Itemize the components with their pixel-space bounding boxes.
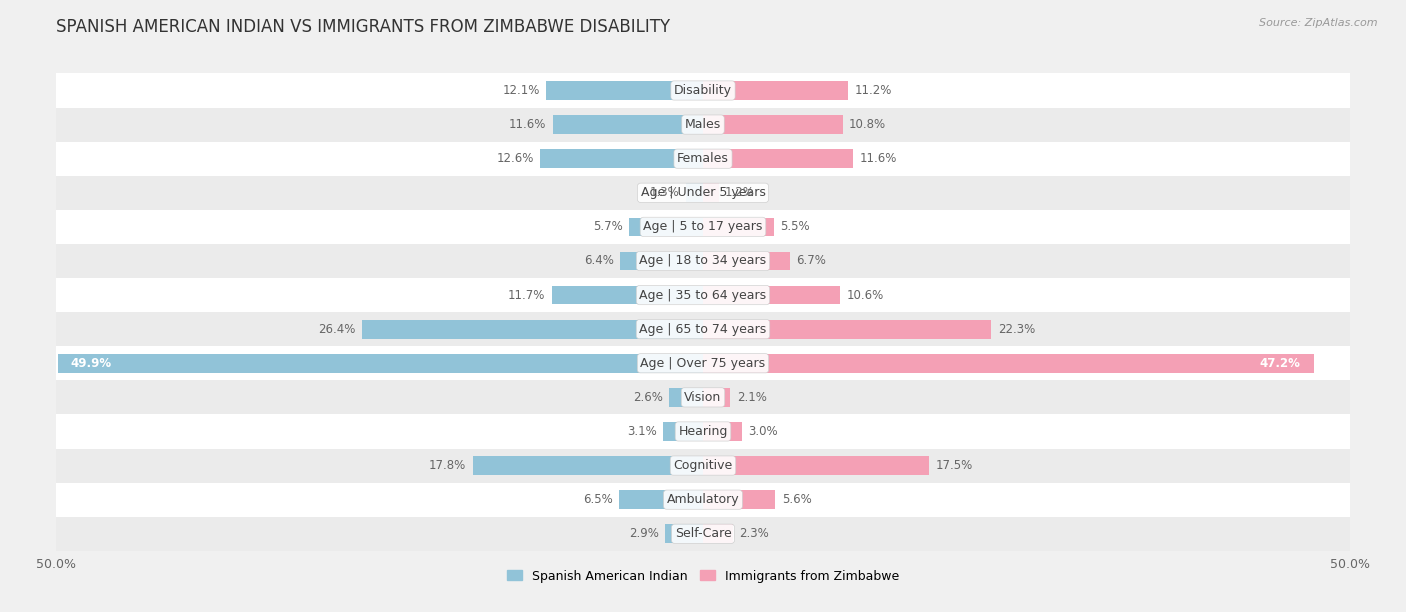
Text: Age | Over 75 years: Age | Over 75 years [641,357,765,370]
Text: 2.3%: 2.3% [740,528,769,540]
Text: Females: Females [678,152,728,165]
Text: 10.8%: 10.8% [849,118,886,131]
FancyBboxPatch shape [56,141,1350,176]
Text: 17.8%: 17.8% [429,459,467,472]
Text: 6.4%: 6.4% [583,255,614,267]
Text: 2.9%: 2.9% [628,528,659,540]
FancyBboxPatch shape [56,483,1350,517]
Bar [686,184,703,202]
Text: 6.7%: 6.7% [796,255,825,267]
Bar [703,456,929,475]
Text: Age | 5 to 17 years: Age | 5 to 17 years [644,220,762,233]
FancyBboxPatch shape [56,380,1350,414]
Bar [703,149,853,168]
Text: 3.1%: 3.1% [627,425,657,438]
Text: 2.6%: 2.6% [633,391,662,404]
Bar [620,252,703,271]
Bar [703,354,1313,373]
FancyBboxPatch shape [56,73,1350,108]
Text: Cognitive: Cognitive [673,459,733,472]
Text: 5.7%: 5.7% [593,220,623,233]
Text: 11.7%: 11.7% [508,289,546,302]
Text: Self-Care: Self-Care [675,528,731,540]
Text: 17.5%: 17.5% [936,459,973,472]
Text: 22.3%: 22.3% [998,323,1035,335]
Bar [58,354,703,373]
Text: 11.6%: 11.6% [509,118,547,131]
Legend: Spanish American Indian, Immigrants from Zimbabwe: Spanish American Indian, Immigrants from… [502,564,904,588]
Bar [630,217,703,236]
FancyBboxPatch shape [56,517,1350,551]
Text: Disability: Disability [673,84,733,97]
FancyBboxPatch shape [56,449,1350,483]
Text: Ambulatory: Ambulatory [666,493,740,506]
Text: 1.2%: 1.2% [725,186,755,200]
Text: 49.9%: 49.9% [70,357,111,370]
Text: Age | Under 5 years: Age | Under 5 years [641,186,765,200]
Bar [669,388,703,407]
Bar [703,524,733,543]
Bar [703,115,842,134]
Bar [703,184,718,202]
Text: Hearing: Hearing [678,425,728,438]
Text: 12.1%: 12.1% [502,84,540,97]
FancyBboxPatch shape [56,108,1350,141]
FancyBboxPatch shape [56,312,1350,346]
Text: 3.0%: 3.0% [748,425,778,438]
Text: Source: ZipAtlas.com: Source: ZipAtlas.com [1260,18,1378,28]
FancyBboxPatch shape [56,278,1350,312]
FancyBboxPatch shape [56,244,1350,278]
Bar [703,388,730,407]
FancyBboxPatch shape [56,176,1350,210]
Text: 11.6%: 11.6% [859,152,897,165]
Text: Age | 18 to 34 years: Age | 18 to 34 years [640,255,766,267]
Bar [540,149,703,168]
Text: 1.3%: 1.3% [650,186,679,200]
Text: 26.4%: 26.4% [318,323,356,335]
Text: 5.5%: 5.5% [780,220,810,233]
Bar [665,524,703,543]
Bar [703,81,848,100]
Bar [703,490,776,509]
Bar [361,320,703,338]
Bar [703,217,775,236]
Text: 5.6%: 5.6% [782,493,811,506]
Bar [472,456,703,475]
Text: SPANISH AMERICAN INDIAN VS IMMIGRANTS FROM ZIMBABWE DISABILITY: SPANISH AMERICAN INDIAN VS IMMIGRANTS FR… [56,18,671,36]
Bar [619,490,703,509]
Bar [703,252,790,271]
FancyBboxPatch shape [56,414,1350,449]
Text: 2.1%: 2.1% [737,391,766,404]
Bar [703,320,991,338]
Text: Vision: Vision [685,391,721,404]
Bar [703,286,841,304]
Text: Males: Males [685,118,721,131]
Bar [547,81,703,100]
FancyBboxPatch shape [56,210,1350,244]
Text: 6.5%: 6.5% [582,493,613,506]
Text: Age | 65 to 74 years: Age | 65 to 74 years [640,323,766,335]
Text: 12.6%: 12.6% [496,152,533,165]
Bar [662,422,703,441]
Text: 11.2%: 11.2% [855,84,891,97]
Text: Age | 35 to 64 years: Age | 35 to 64 years [640,289,766,302]
Bar [551,286,703,304]
Text: 10.6%: 10.6% [846,289,884,302]
FancyBboxPatch shape [56,346,1350,380]
Bar [553,115,703,134]
Text: 47.2%: 47.2% [1260,357,1301,370]
Bar [703,422,742,441]
